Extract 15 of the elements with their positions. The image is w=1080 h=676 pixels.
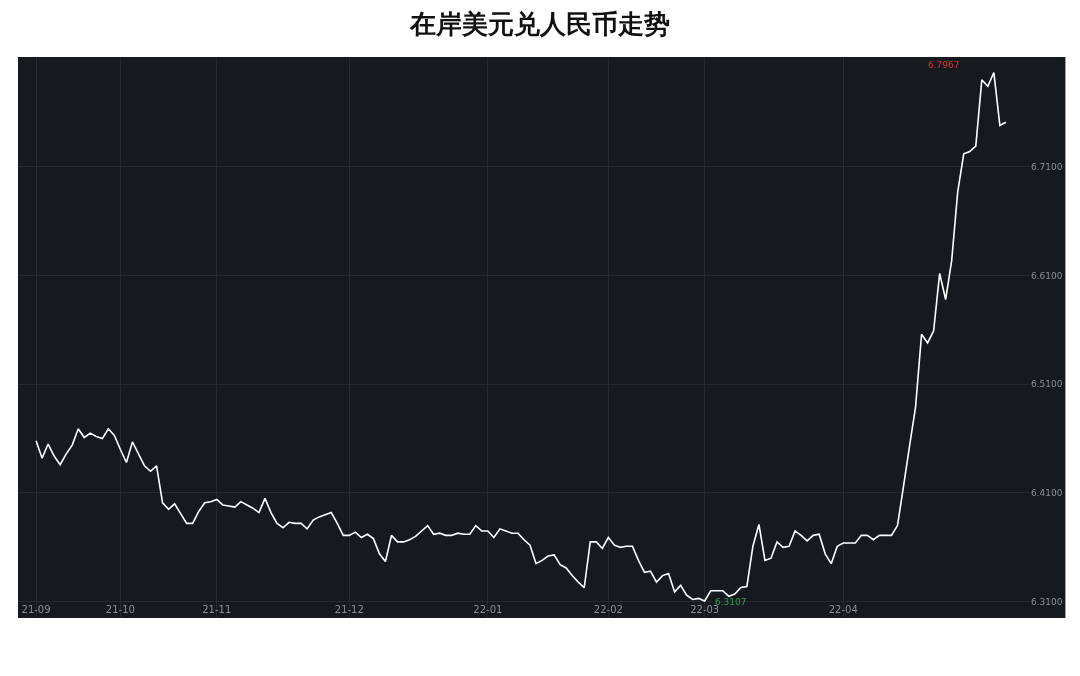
x-tick-label: 22-03: [690, 604, 720, 615]
x-tick-label: 21-11: [202, 604, 232, 615]
x-tick-label: 22-01: [473, 604, 503, 615]
x-tick-label: 21-10: [105, 604, 135, 615]
y-tick-label: 6.3100: [1031, 596, 1063, 607]
x-tick-label: 22-04: [828, 604, 858, 615]
annotation: 6.7967: [928, 60, 960, 70]
x-tick-label: 22-02: [593, 604, 623, 615]
x-tick-label: 21-12: [334, 604, 364, 615]
y-tick-label: 6.7100: [1031, 161, 1063, 172]
x-tick-label: 21-09: [21, 604, 51, 615]
chart-title: 在岸美元兑人民币走势: [409, 8, 670, 39]
y-tick-label: 6.5100: [1031, 379, 1063, 390]
y-tick-label: 6.6100: [1031, 270, 1063, 281]
y-tick-label: 6.4100: [1031, 488, 1063, 499]
